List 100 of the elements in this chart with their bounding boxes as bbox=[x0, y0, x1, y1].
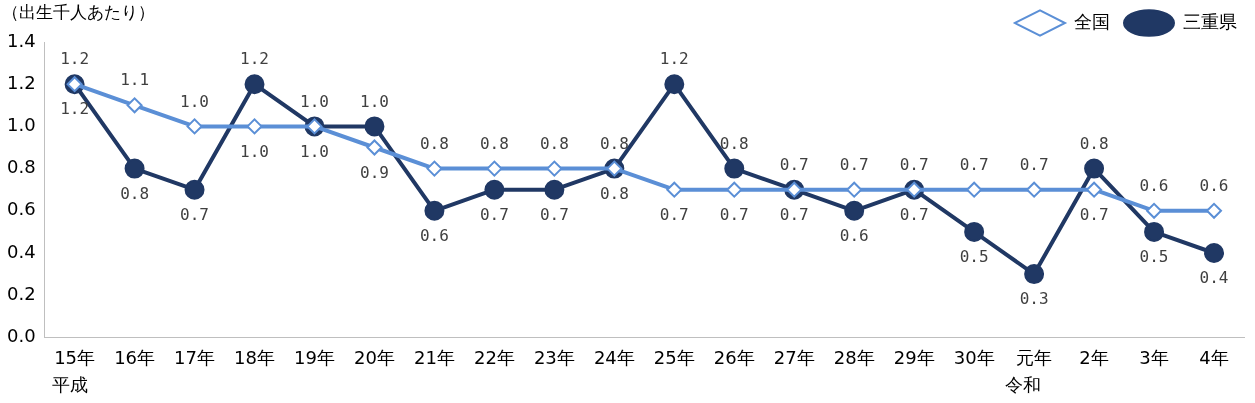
text: 平成 bbox=[52, 373, 88, 395]
point bbox=[1146, 202, 1163, 219]
point bbox=[664, 74, 685, 95]
point bbox=[964, 221, 985, 242]
data-label: 0.6 bbox=[1139, 175, 1169, 195]
data-label: 0.7 bbox=[839, 154, 869, 174]
data-label: 0.6 bbox=[1199, 175, 1229, 195]
data-label: 0.7 bbox=[1019, 154, 1049, 174]
data-label: 0.7 bbox=[539, 204, 569, 224]
point bbox=[366, 139, 383, 156]
point bbox=[1084, 158, 1105, 179]
data-label: 0.3 bbox=[1019, 289, 1049, 309]
x-tick-label: 4年 bbox=[1199, 346, 1229, 368]
data-label: 0.7 bbox=[1079, 204, 1109, 224]
data-label: 0.8 bbox=[1079, 133, 1109, 153]
x-tick-label: 26年 bbox=[713, 346, 755, 368]
data-label: 0.7 bbox=[779, 154, 809, 174]
x-tick-label: 3年 bbox=[1139, 346, 1169, 368]
x-tick-label: 2年 bbox=[1079, 346, 1109, 368]
point bbox=[666, 181, 683, 198]
x-tick-label: 20年 bbox=[354, 346, 395, 368]
x-tick-label: 25年 bbox=[653, 346, 695, 368]
point bbox=[426, 160, 443, 177]
data-label: 0.7 bbox=[899, 204, 929, 224]
data-label: 0.7 bbox=[479, 204, 509, 224]
y-tick-label: 1.4 bbox=[6, 29, 36, 51]
data-label: 0.8 bbox=[419, 133, 449, 153]
x-tick-label: 15年 bbox=[54, 346, 96, 368]
data-label: 0.7 bbox=[659, 204, 689, 224]
y-tick-label: 0.0 bbox=[6, 325, 36, 347]
data-label: 1.0 bbox=[240, 141, 269, 161]
x-tick-label: 27年 bbox=[773, 346, 815, 368]
point bbox=[126, 97, 143, 114]
data-label: 1.2 bbox=[60, 99, 90, 119]
data-label: 0.7 bbox=[719, 204, 749, 224]
data-label: 1.0 bbox=[360, 91, 389, 111]
point bbox=[184, 179, 205, 200]
point bbox=[1024, 264, 1045, 285]
point bbox=[486, 160, 503, 177]
y-tick-label: 0.2 bbox=[6, 282, 36, 304]
y-tick-label: 0.4 bbox=[6, 240, 36, 262]
point bbox=[846, 181, 863, 198]
point bbox=[844, 200, 865, 221]
data-label: 0.6 bbox=[419, 225, 449, 245]
data-label: 1.2 bbox=[60, 49, 90, 69]
point bbox=[1204, 243, 1225, 263]
y-tick-label: 1.2 bbox=[6, 71, 36, 93]
legend-label: 全国 bbox=[1074, 10, 1110, 32]
point bbox=[246, 118, 263, 135]
data-label: 0.8 bbox=[120, 183, 150, 203]
text: 令和 bbox=[1005, 373, 1041, 395]
data-label: 0.9 bbox=[360, 162, 389, 182]
data-label: 0.8 bbox=[599, 133, 629, 153]
x-tick-label: 21年 bbox=[413, 346, 455, 368]
data-label: 0.5 bbox=[1139, 247, 1169, 267]
point bbox=[364, 116, 385, 137]
point bbox=[244, 74, 265, 95]
data-label: 0.4 bbox=[1199, 268, 1229, 288]
x-tick-label: 30年 bbox=[953, 346, 995, 368]
data-label: 0.8 bbox=[479, 133, 509, 153]
data-label: 1.2 bbox=[659, 49, 689, 69]
point bbox=[1026, 181, 1043, 198]
data-label: 0.7 bbox=[899, 154, 929, 174]
point bbox=[484, 179, 505, 200]
data-label: 1.0 bbox=[300, 91, 329, 111]
point bbox=[1086, 181, 1103, 198]
data-label: 1.0 bbox=[180, 91, 209, 111]
y-tick-label: 1.0 bbox=[6, 114, 36, 136]
point bbox=[966, 181, 983, 198]
x-tick-label: 29年 bbox=[893, 346, 935, 368]
data-label: 0.7 bbox=[180, 204, 209, 224]
point bbox=[1206, 202, 1223, 219]
x-tick-label: 18年 bbox=[234, 346, 275, 368]
data-label: 0.8 bbox=[539, 133, 569, 153]
y-tick-label: 0.6 bbox=[6, 198, 36, 220]
x-tick-label: 28年 bbox=[833, 346, 875, 368]
point bbox=[424, 200, 445, 221]
y-tick-label: 0.8 bbox=[6, 156, 36, 178]
data-label: 1.0 bbox=[300, 141, 329, 161]
x-tick-label: 24年 bbox=[593, 346, 635, 368]
x-tick-label: 22年 bbox=[473, 346, 515, 368]
x-tick-label: 23年 bbox=[533, 346, 575, 368]
point bbox=[546, 160, 563, 177]
point bbox=[124, 158, 145, 179]
point bbox=[186, 118, 203, 135]
x-tick-label: 17年 bbox=[174, 346, 215, 368]
data-label: 0.8 bbox=[719, 133, 749, 153]
point bbox=[1144, 221, 1165, 242]
point bbox=[724, 158, 745, 179]
data-label: 0.5 bbox=[959, 247, 989, 267]
data-label: 0.8 bbox=[599, 183, 629, 203]
legend-label: 三重県 bbox=[1183, 10, 1237, 32]
data-label: 0.6 bbox=[839, 225, 869, 245]
point bbox=[726, 181, 743, 198]
data-label: 0.7 bbox=[959, 154, 989, 174]
data-label: 0.7 bbox=[779, 204, 809, 224]
point bbox=[544, 179, 565, 200]
x-tick-label: 19年 bbox=[294, 346, 335, 368]
y-axis-title: （出生千人あたり） bbox=[2, 2, 155, 23]
data-label: 1.2 bbox=[240, 49, 269, 69]
